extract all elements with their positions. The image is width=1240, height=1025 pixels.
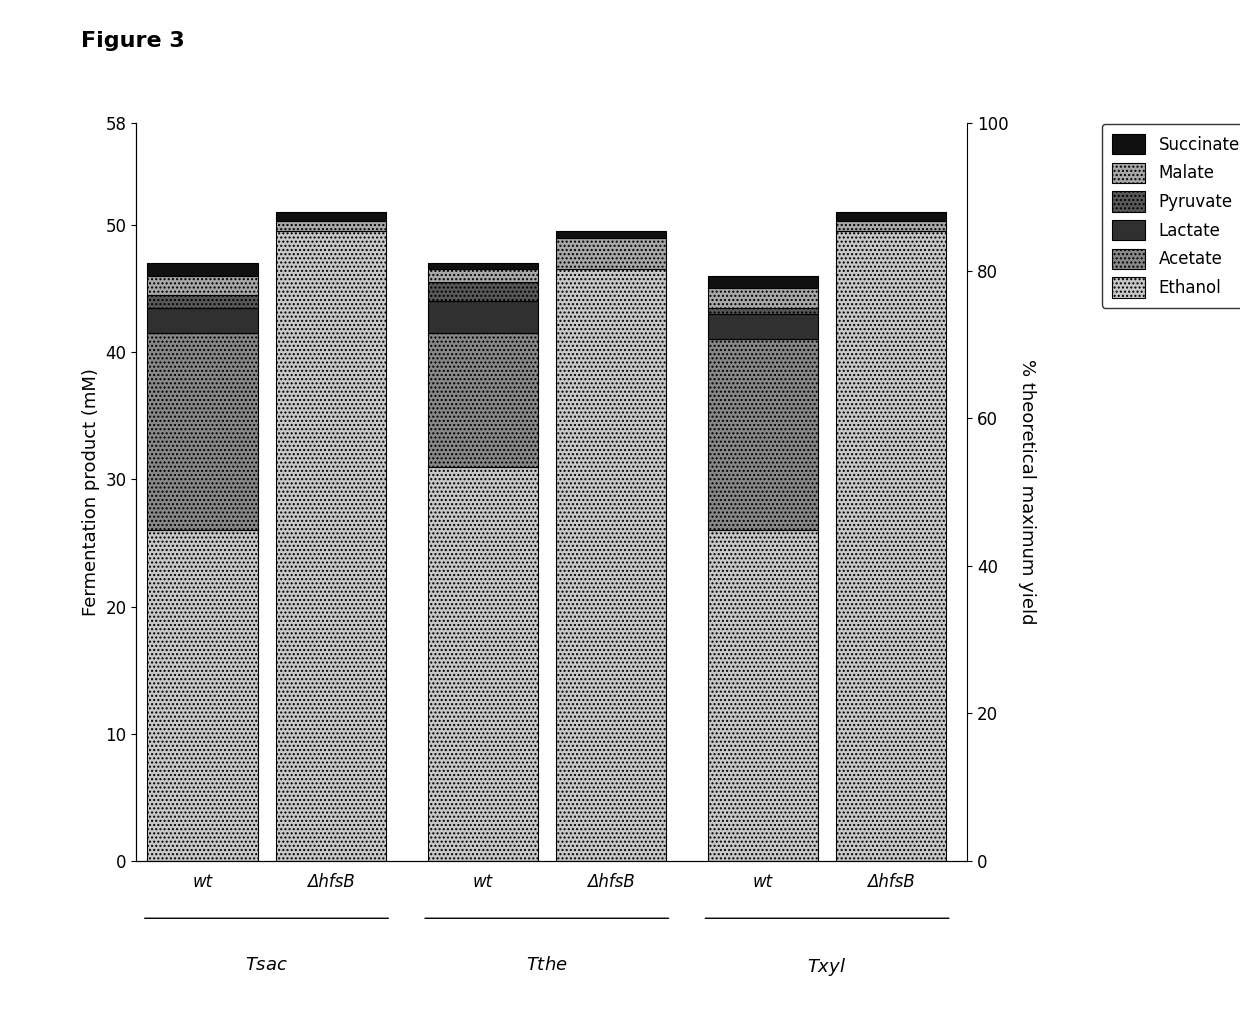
Bar: [836, 232, 946, 861]
Bar: [556, 238, 666, 270]
Bar: [275, 232, 386, 861]
Bar: [275, 212, 386, 221]
Bar: [556, 270, 666, 861]
Bar: [556, 232, 666, 238]
Bar: [708, 276, 818, 288]
Bar: [836, 221, 946, 232]
Y-axis label: % theoretical maximum yield: % theoretical maximum yield: [1018, 359, 1037, 625]
Text: $\it{Tsac}$: $\it{Tsac}$: [246, 956, 288, 975]
Bar: [428, 466, 538, 861]
Text: $\it{Tthe}$: $\it{Tthe}$: [526, 956, 568, 975]
Y-axis label: Fermentation product (mM): Fermentation product (mM): [82, 368, 100, 616]
Bar: [428, 282, 538, 301]
Bar: [708, 530, 818, 861]
Bar: [708, 308, 818, 314]
Bar: [428, 263, 538, 270]
Bar: [148, 308, 258, 333]
Bar: [148, 333, 258, 530]
Bar: [275, 221, 386, 232]
Bar: [428, 333, 538, 466]
Legend: Succinate, Malate, Pyruvate, Lactate, Acetate, Ethanol: Succinate, Malate, Pyruvate, Lactate, Ac…: [1101, 124, 1240, 308]
Bar: [148, 263, 258, 276]
Bar: [836, 212, 946, 221]
Bar: [148, 276, 258, 295]
Bar: [708, 314, 818, 339]
Bar: [428, 270, 538, 282]
Bar: [148, 295, 258, 308]
Bar: [708, 288, 818, 308]
Text: $\it{Txyl}$: $\it{Txyl}$: [807, 956, 847, 979]
Bar: [708, 339, 818, 530]
Text: Figure 3: Figure 3: [81, 31, 185, 51]
Bar: [428, 301, 538, 333]
Bar: [148, 530, 258, 861]
